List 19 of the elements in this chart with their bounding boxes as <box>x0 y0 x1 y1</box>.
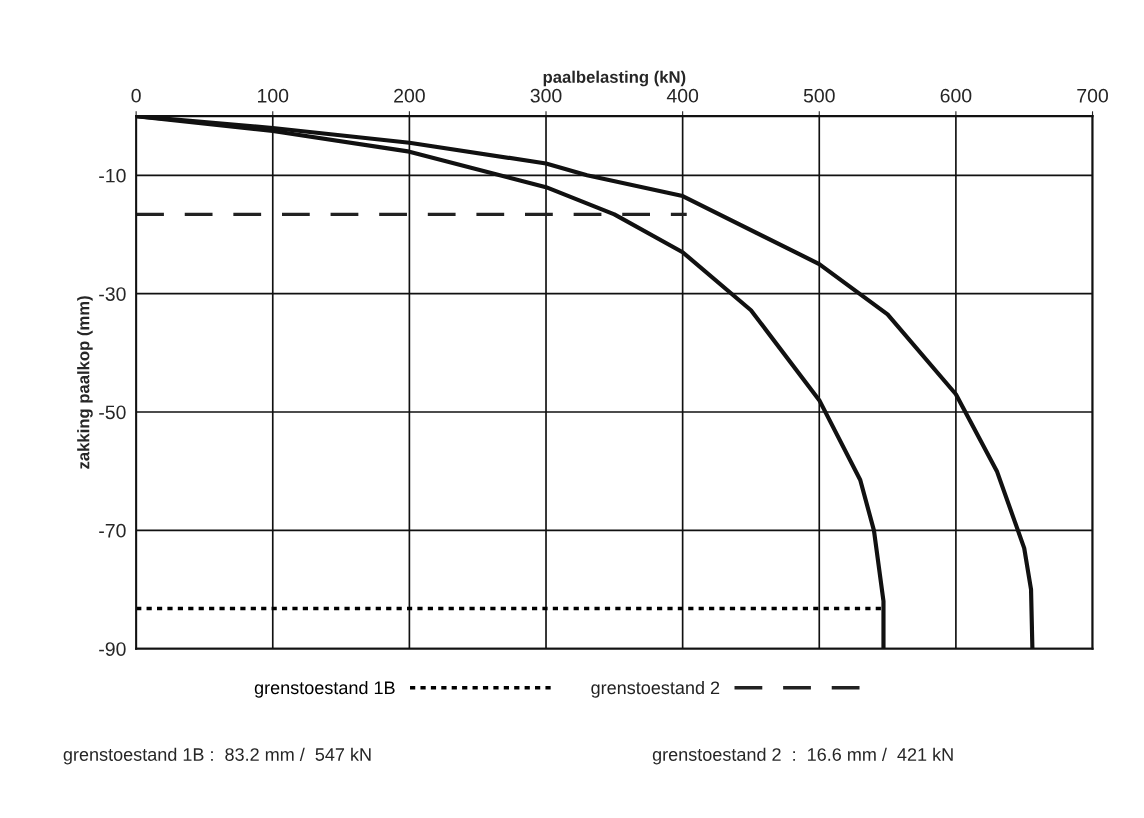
text: grenstoestand 1B <box>254 680 395 698</box>
text: grenstoestand 2 : 16.6 mm / 421 kN <box>652 747 953 765</box>
y-tick-label: -70 <box>99 523 126 538</box>
x-tick-label: 500 <box>803 88 835 103</box>
x-tick-label: 300 <box>530 88 562 103</box>
y-tick-label: -90 <box>99 642 126 656</box>
x-tick-label: 600 <box>940 88 972 103</box>
x-tick-label: 100 <box>258 88 289 103</box>
y-axis-title: zakking paalkop (mm) <box>77 296 93 469</box>
text: grenstoestand 2 <box>591 680 720 698</box>
x-tick-label: 400 <box>666 88 699 103</box>
x-tick-label: 700 <box>1077 88 1108 103</box>
x-tick-label: 0 <box>131 88 141 103</box>
y-tick-label: -50 <box>99 405 126 420</box>
y-tick-label: -10 <box>99 168 126 183</box>
x-tick-label: 200 <box>394 88 425 103</box>
x-axis-title: paalbelasting (kN) <box>543 70 686 87</box>
text: grenstoestand 1B : 83.2 mm / 547 kN <box>63 747 371 765</box>
y-tick-label: -30 <box>99 287 126 301</box>
